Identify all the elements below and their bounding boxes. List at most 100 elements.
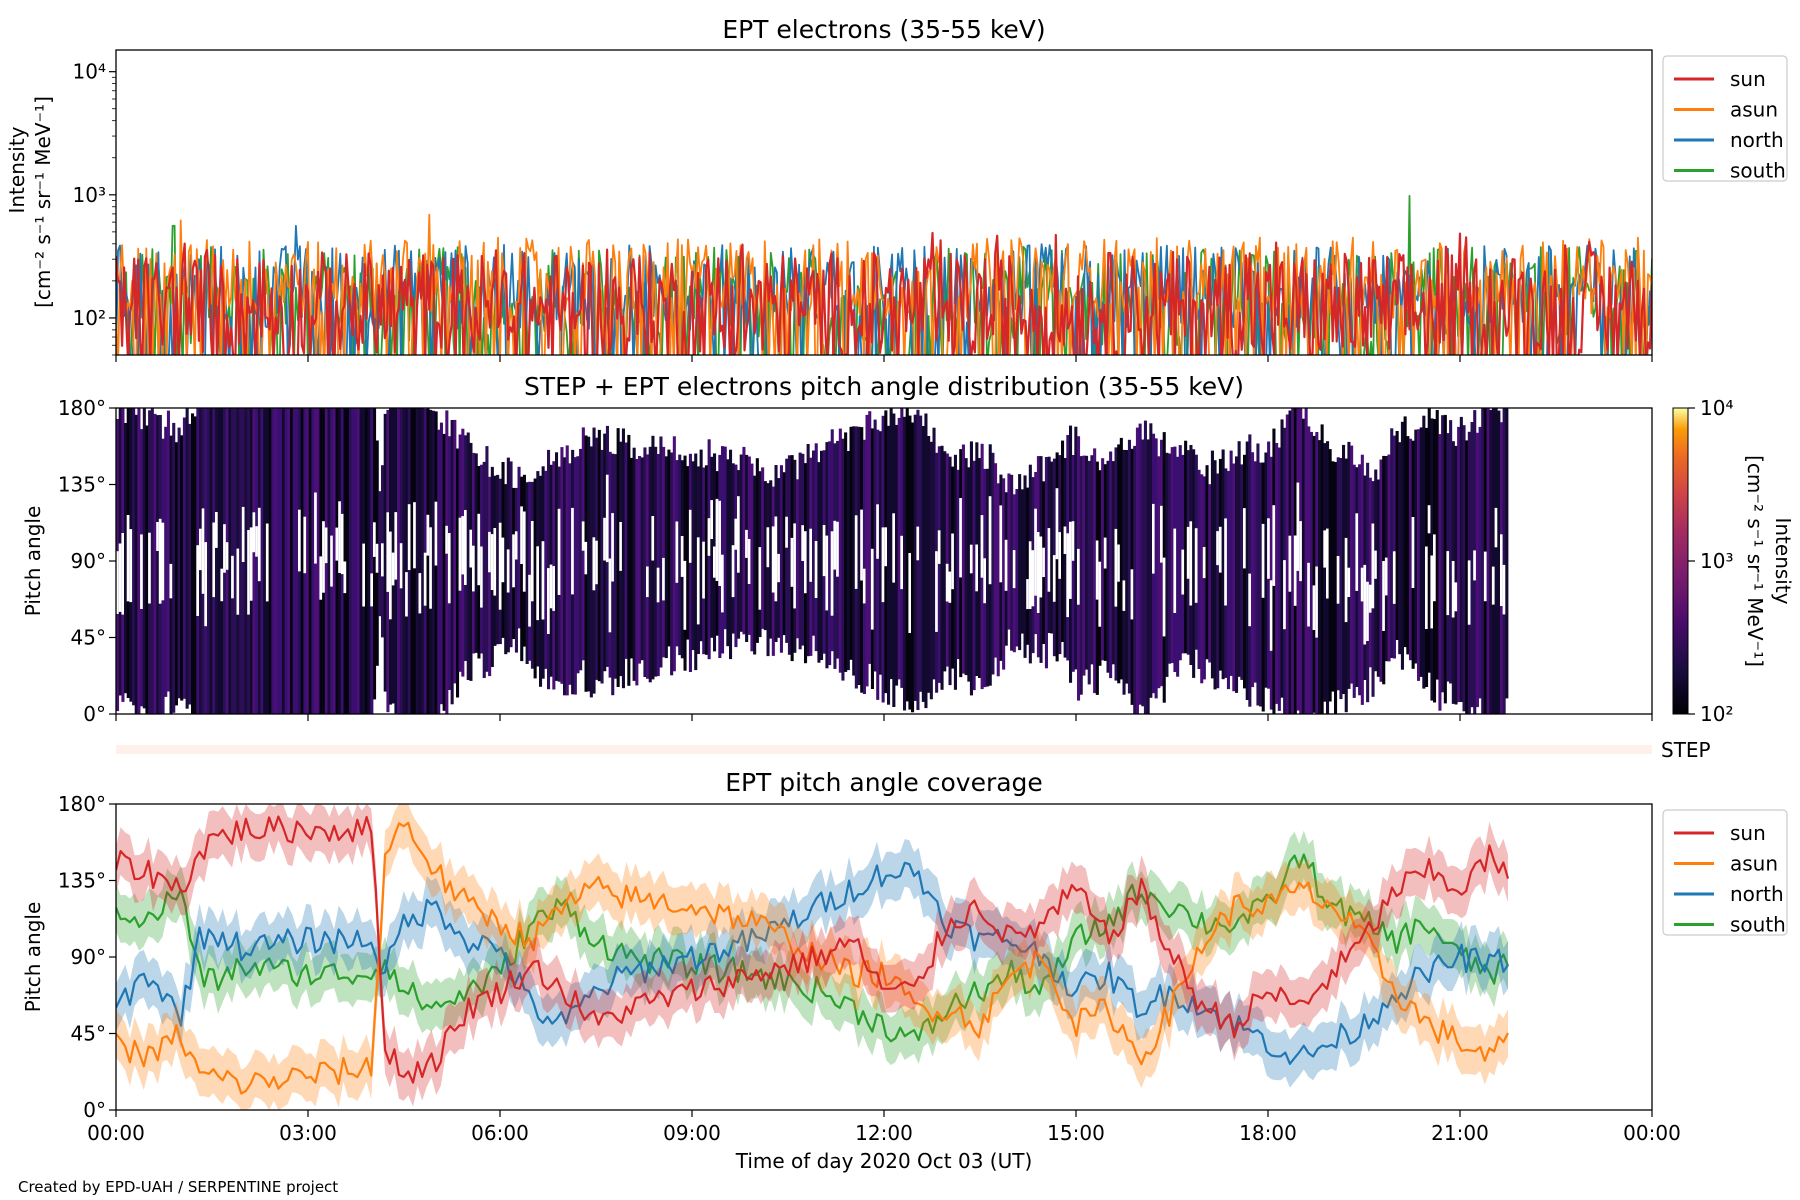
heat-column	[367, 408, 371, 714]
heat-column	[723, 446, 727, 630]
heat-column	[1443, 414, 1447, 704]
heat-column	[967, 467, 971, 682]
heat-gap	[1374, 550, 1378, 579]
heat-column	[1438, 434, 1442, 711]
heat-gap	[255, 526, 259, 557]
heat-column	[295, 408, 299, 714]
heat-column	[453, 419, 457, 684]
x-tick-label: 12:00	[855, 1121, 913, 1145]
heat-gap	[721, 554, 725, 613]
heat-gap	[418, 573, 422, 614]
heat-column	[1026, 487, 1030, 645]
heat-gap	[1411, 517, 1415, 588]
heat-column	[852, 426, 856, 676]
heat-gap	[785, 516, 789, 548]
heat-column	[1205, 465, 1209, 660]
heat-gap	[148, 532, 152, 604]
heat-column	[1085, 455, 1089, 670]
y-tick-label: 10²	[73, 306, 106, 330]
heat-gap	[1036, 532, 1040, 613]
heat-column	[437, 429, 441, 714]
heat-gap	[322, 521, 326, 593]
heat-gap	[319, 556, 323, 600]
heat-column	[1486, 408, 1490, 714]
heat-column	[1044, 457, 1048, 669]
heat-gap	[734, 518, 738, 550]
heat-column	[405, 408, 409, 714]
heat-column	[1010, 474, 1014, 651]
heat-gap	[514, 531, 518, 560]
heat-gap	[1216, 531, 1220, 566]
heat-gap	[710, 500, 714, 539]
heat-column	[1157, 456, 1161, 689]
heat-column	[1071, 455, 1075, 672]
heat-gap	[156, 522, 160, 551]
heat-gap	[825, 535, 829, 611]
heat-column	[1141, 439, 1145, 707]
heat-column	[600, 449, 604, 684]
heat-column	[268, 408, 272, 714]
heat-gap	[399, 543, 403, 589]
heat-column	[1243, 454, 1247, 689]
heat-column	[1050, 461, 1054, 634]
heat-column	[721, 446, 725, 654]
heat-gap	[220, 568, 224, 602]
heat-column	[726, 459, 730, 647]
heat-gap	[1312, 585, 1316, 630]
heat-column	[919, 415, 923, 692]
heat-gap	[252, 512, 256, 553]
heat-gap	[1269, 580, 1273, 651]
y-tick-label: 45°	[71, 626, 106, 650]
heat-gap	[330, 535, 334, 587]
heat-column	[445, 410, 449, 714]
heat-gap	[999, 505, 1003, 583]
heat-column	[354, 408, 358, 714]
heat-gap	[169, 563, 173, 599]
heat-gap	[1034, 508, 1038, 596]
heat-column	[1328, 449, 1332, 702]
heat-column	[624, 442, 628, 659]
heat-column	[1481, 408, 1485, 714]
heat-gap	[547, 568, 551, 634]
heat-gap	[646, 566, 650, 598]
panel2-xticks	[115, 714, 1653, 721]
heat-gap	[140, 534, 144, 609]
heat-gap	[1058, 532, 1062, 579]
heat-column	[664, 456, 668, 659]
heat-column	[174, 442, 178, 706]
heat-gap	[584, 541, 588, 575]
heat-gap	[1392, 551, 1396, 604]
heat-column	[1400, 421, 1404, 670]
heat-gap	[1173, 528, 1177, 613]
heat-gap	[988, 496, 992, 585]
heat-column	[1106, 460, 1110, 673]
heat-column	[442, 433, 446, 711]
heat-column	[1478, 426, 1482, 699]
heat-column	[1301, 418, 1305, 714]
legend-label-asun: asun	[1730, 852, 1778, 876]
legend-label-north: north	[1730, 882, 1784, 906]
heat-gap	[461, 516, 465, 575]
heat-gap	[916, 526, 920, 561]
heat-column	[273, 408, 277, 714]
heat-gap	[1425, 546, 1429, 629]
heat-column	[597, 429, 601, 682]
heat-column	[1119, 437, 1123, 680]
panel2-yticks: 0° 45° 90° 135° 180°	[58, 396, 116, 726]
heat-gap	[129, 529, 133, 603]
heat-column	[779, 465, 783, 653]
heat-gap	[1028, 541, 1032, 609]
heat-gap	[747, 539, 751, 584]
y-tick-label: 135°	[58, 473, 106, 497]
heat-column	[927, 436, 931, 693]
heat-gap	[1194, 528, 1198, 603]
heat-gap	[1502, 564, 1506, 615]
heat-column	[292, 408, 296, 714]
heat-gap	[215, 512, 219, 548]
heat-column	[124, 423, 128, 694]
heat-column	[887, 425, 891, 705]
heat-column	[1213, 460, 1217, 690]
heat-column	[239, 408, 243, 714]
heat-column	[913, 414, 917, 701]
heat-gap	[1500, 534, 1504, 606]
